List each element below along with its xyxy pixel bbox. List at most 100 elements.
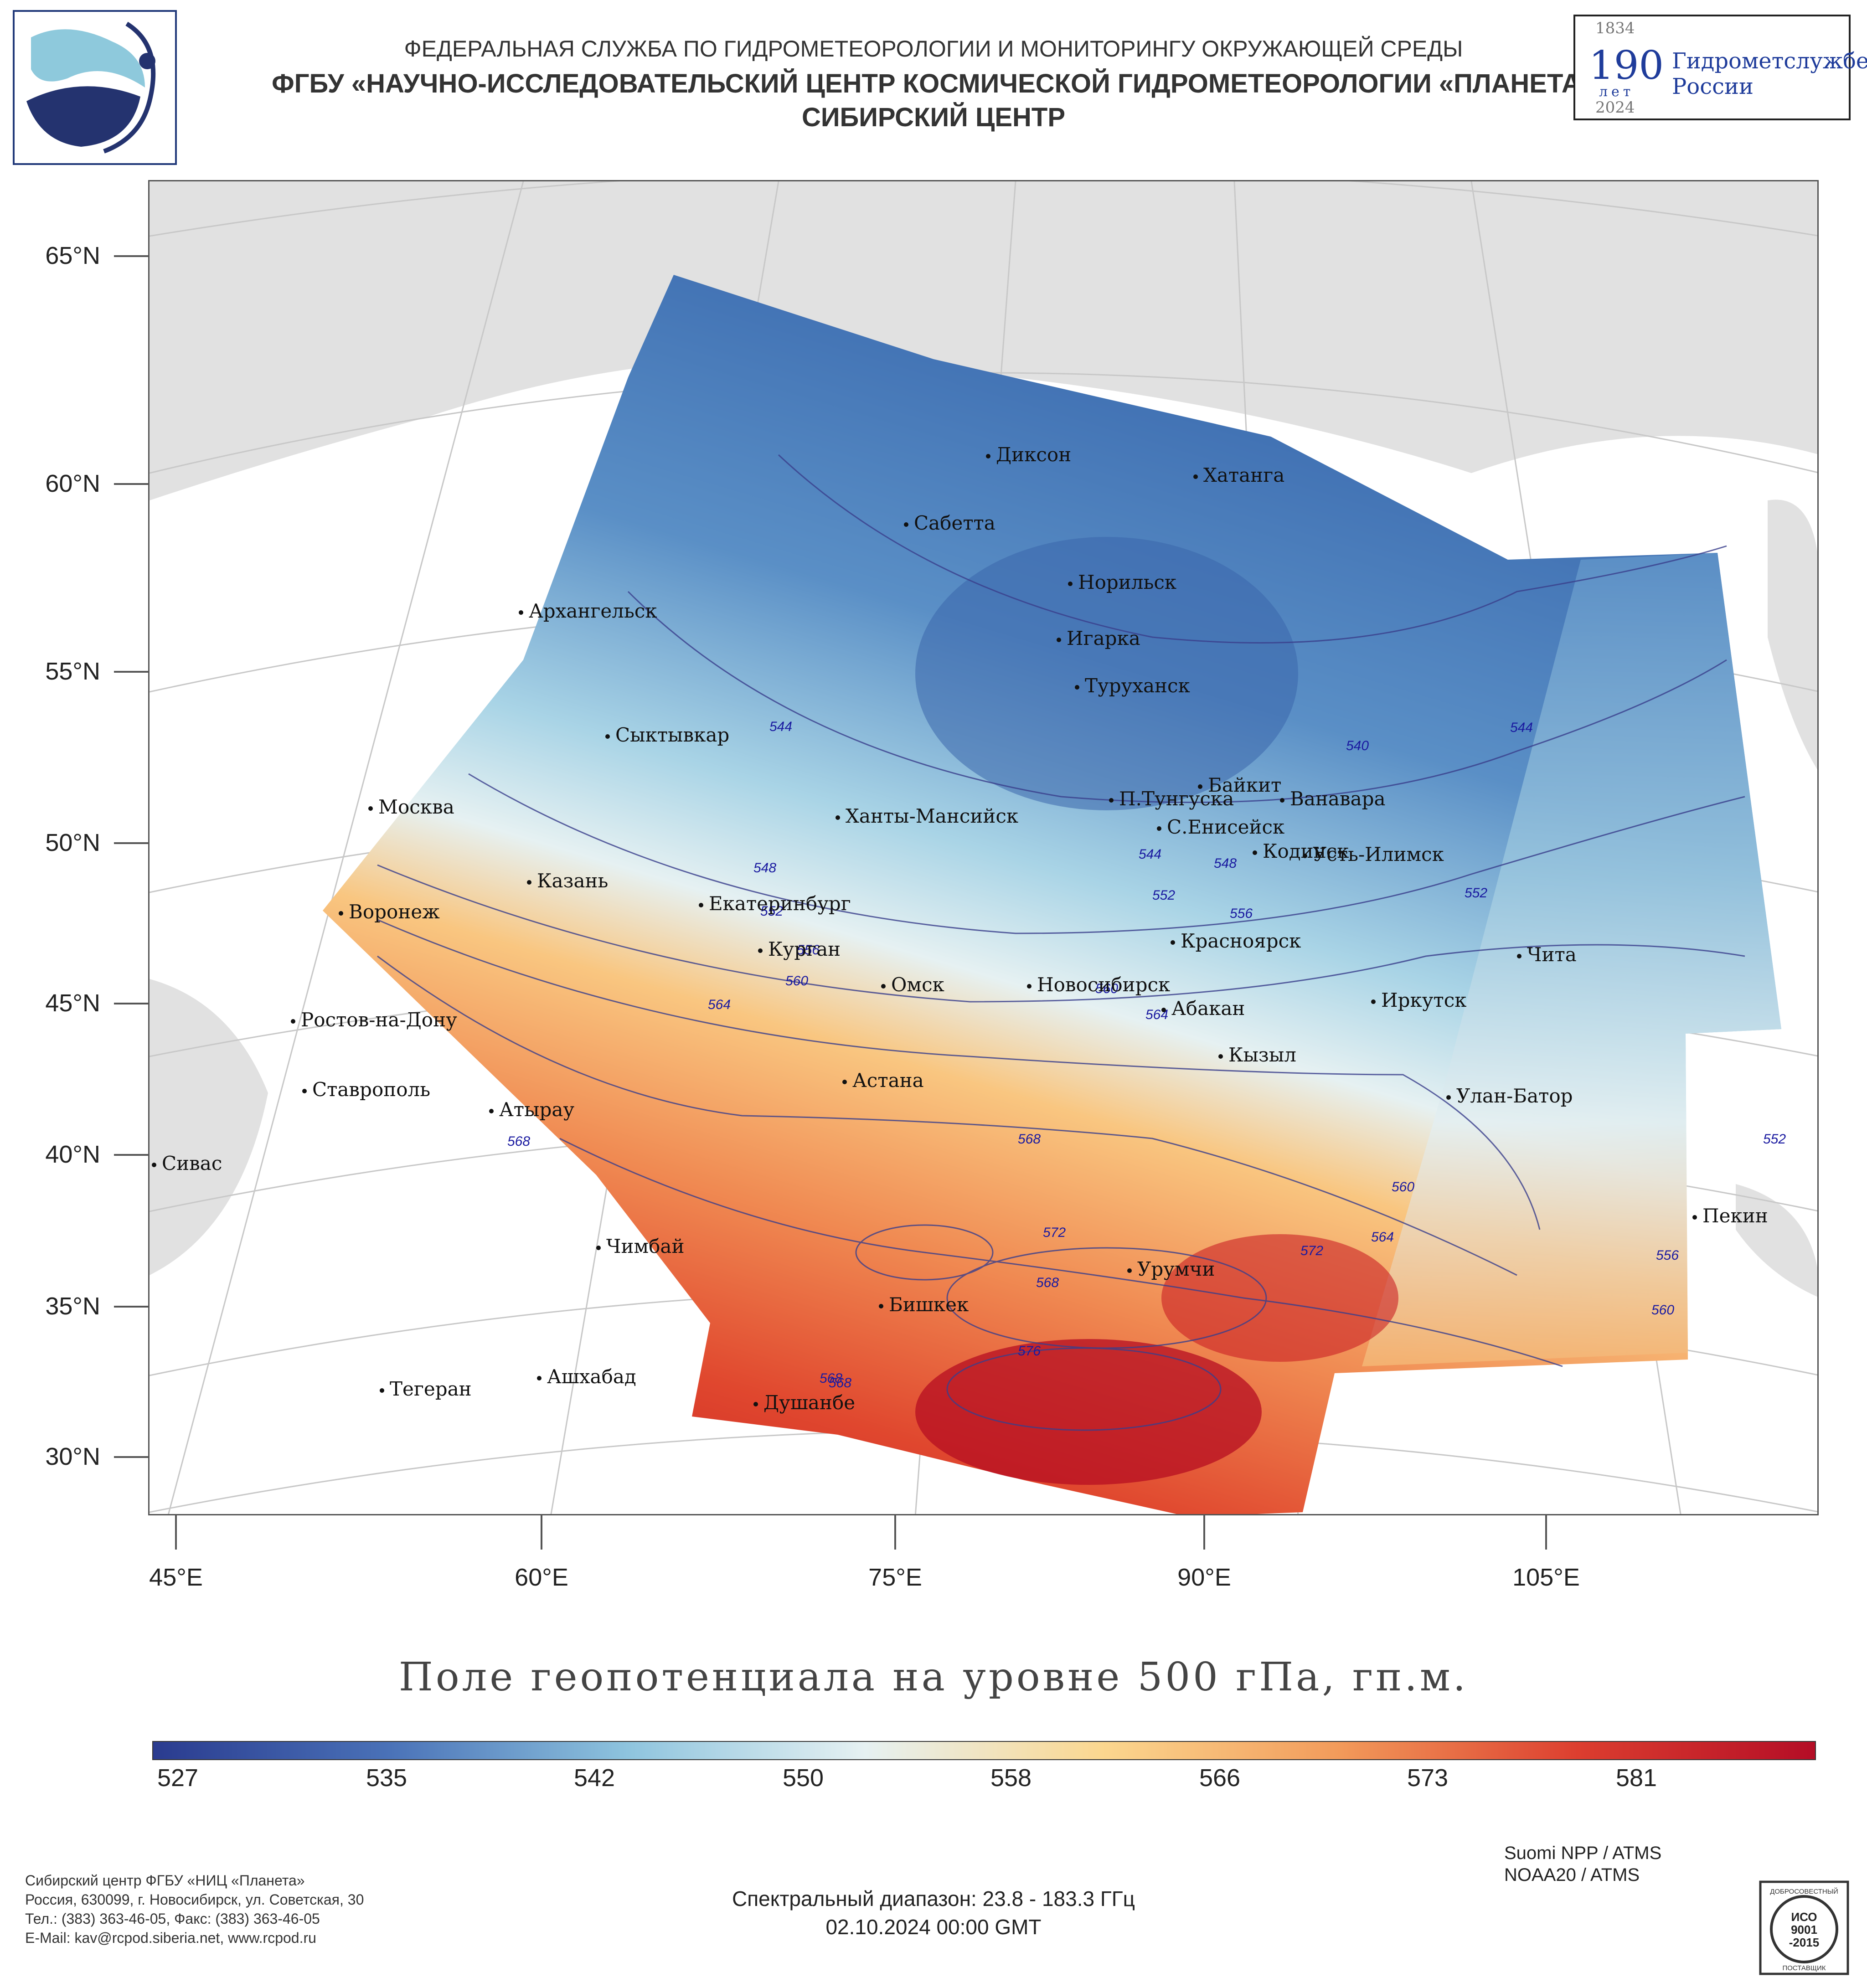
- contour-label: 560: [785, 973, 809, 989]
- city-dot: [1057, 638, 1061, 642]
- lon-label: 105°E: [1512, 1564, 1580, 1591]
- iso-top: ДОБРОСОВЕСТНЫЙ: [1770, 1887, 1838, 1895]
- city-label: Кодинск: [1253, 840, 1349, 862]
- lat-label: 60°N: [45, 470, 100, 497]
- city-name: Кодинск: [1263, 840, 1349, 862]
- anniversary-badge: 1834 190 лет 2024 Гидрометслужбе России: [1573, 15, 1867, 120]
- contour-label: 560: [1392, 1179, 1415, 1195]
- lon-label: 60°E: [515, 1564, 568, 1591]
- city-name: Ашхабад: [547, 1365, 636, 1388]
- city-label: Сыктывкар: [605, 724, 729, 746]
- planeta-logo: [13, 10, 177, 165]
- city-dot: [1517, 954, 1521, 958]
- org-address: Россия, 630099, г. Новосибирск, ул. Сове…: [25, 1891, 364, 1908]
- badge-text-line2: России: [1672, 74, 1754, 99]
- contour-label: 560: [1095, 981, 1119, 996]
- city-label: С.Енисейск: [1157, 816, 1284, 838]
- city-name: Бишкек: [889, 1293, 969, 1316]
- contour-label: 564: [708, 997, 731, 1012]
- city-label: Казань: [527, 870, 608, 892]
- colorbar-label: 542: [573, 1764, 615, 1792]
- city-dot: [904, 522, 908, 527]
- lon-label: 90°E: [1177, 1564, 1231, 1591]
- city-name: Архангельск: [529, 600, 657, 622]
- city-name: Новосибирск: [1037, 973, 1171, 996]
- contour-label: 552: [1763, 1132, 1786, 1147]
- colorbar-label: 527: [157, 1764, 199, 1792]
- city-label: Улан-Батор: [1446, 1085, 1573, 1107]
- city-dot: [537, 1376, 542, 1380]
- geopotential-map: 544 540 544 548 544 548 552 556 552 552 …: [148, 180, 1819, 1515]
- city-name: Диксон: [996, 443, 1072, 466]
- city-label: Кызыл: [1218, 1044, 1296, 1066]
- city-name: Иркутск: [1381, 989, 1467, 1011]
- city-dot: [519, 610, 523, 615]
- city-dot: [1193, 474, 1198, 479]
- lat-label: 40°N: [45, 1141, 100, 1168]
- city-label: Красноярск: [1171, 930, 1301, 952]
- colorbar-label: 550: [782, 1764, 824, 1792]
- satellite-2: NOAA20 / ATMS: [1504, 1865, 1640, 1885]
- contour-label: 568: [820, 1371, 843, 1386]
- contour-label: 572: [1043, 1225, 1066, 1240]
- city-name: Атырау: [499, 1098, 575, 1121]
- city-dot: [1198, 784, 1202, 789]
- city-dot: [1109, 798, 1114, 803]
- badge-year-start: 1834: [1595, 19, 1635, 37]
- contour-label: 544: [1510, 720, 1533, 735]
- lon-tick: [1203, 1515, 1205, 1550]
- city-dot: [753, 1402, 758, 1406]
- map-canvas: [150, 181, 1817, 1514]
- city-label: Норильск: [1068, 571, 1176, 593]
- city-dot: [1446, 1095, 1451, 1100]
- satellite-1: Suomi NPP / ATMS: [1504, 1843, 1662, 1863]
- city-label: Туруханск: [1075, 675, 1190, 697]
- city-label: Воронеж: [339, 901, 440, 923]
- contour-label: 552: [1152, 888, 1176, 903]
- contour-label: 568: [1036, 1275, 1059, 1290]
- city-dot: [302, 1089, 307, 1093]
- footer-info: Спектральный диапазон: 23.8 - 183.3 ГГц …: [0, 1885, 1867, 1941]
- city-dot: [1218, 1054, 1223, 1059]
- map-title: Поле геопотенциала на уровне 500 гПа, гп…: [398, 1654, 1469, 1700]
- city-dot: [527, 880, 531, 885]
- city-name: Хатанга: [1203, 464, 1285, 486]
- colorbar-label: 573: [1407, 1764, 1449, 1792]
- contour-label: 548: [1214, 856, 1237, 871]
- org-phone: Тел.: (383) 363-46-05, Факс: (383) 363-4…: [25, 1911, 320, 1927]
- city-name: Казань: [537, 870, 609, 892]
- satellite-list: Suomi NPP / ATMS NOAA20 / ATMS: [1504, 1842, 1661, 1886]
- city-name: Абакан: [1171, 997, 1245, 1020]
- city-label: Сивас: [152, 1152, 222, 1174]
- contour-label: 568: [507, 1134, 531, 1149]
- city-label: Чита: [1517, 943, 1577, 966]
- city-label: Бишкек: [879, 1293, 969, 1316]
- city-name: Душанбе: [763, 1391, 856, 1414]
- city-dot: [881, 984, 886, 989]
- city-name: Курган: [768, 938, 841, 960]
- city-dot: [596, 1246, 601, 1250]
- lat-tick: [114, 842, 148, 844]
- badge-number: 190: [1589, 43, 1664, 88]
- city-name: Чимбай: [606, 1235, 685, 1257]
- city-label: Архангельск: [519, 600, 657, 622]
- city-dot: [986, 454, 990, 458]
- city-name: Красноярск: [1181, 930, 1301, 952]
- city-dot: [1161, 1008, 1166, 1012]
- iso-bottom: ПОСТАВЩИК: [1782, 1964, 1826, 1972]
- city-dot: [879, 1304, 883, 1308]
- city-dot: [1027, 984, 1031, 989]
- lat-label: 30°N: [45, 1443, 100, 1470]
- org-email: E-Mail: kav@rcpod.siberia.net, www.rcpod…: [25, 1930, 316, 1946]
- lon-tick: [894, 1515, 896, 1550]
- lat-label: 45°N: [45, 989, 100, 1017]
- city-name: Улан-Батор: [1456, 1085, 1573, 1107]
- city-dot: [1253, 850, 1257, 855]
- city-label: Чимбай: [596, 1235, 684, 1257]
- city-name: Норильск: [1078, 571, 1177, 593]
- contour-label: 556: [797, 942, 820, 958]
- colorbar-label: 566: [1199, 1764, 1241, 1792]
- city-name: Сыктывкар: [615, 724, 730, 746]
- city-label: Урумчи: [1127, 1258, 1215, 1280]
- org-name: Сибирский центр ФГБУ «НИЦ «Планета»: [25, 1872, 305, 1889]
